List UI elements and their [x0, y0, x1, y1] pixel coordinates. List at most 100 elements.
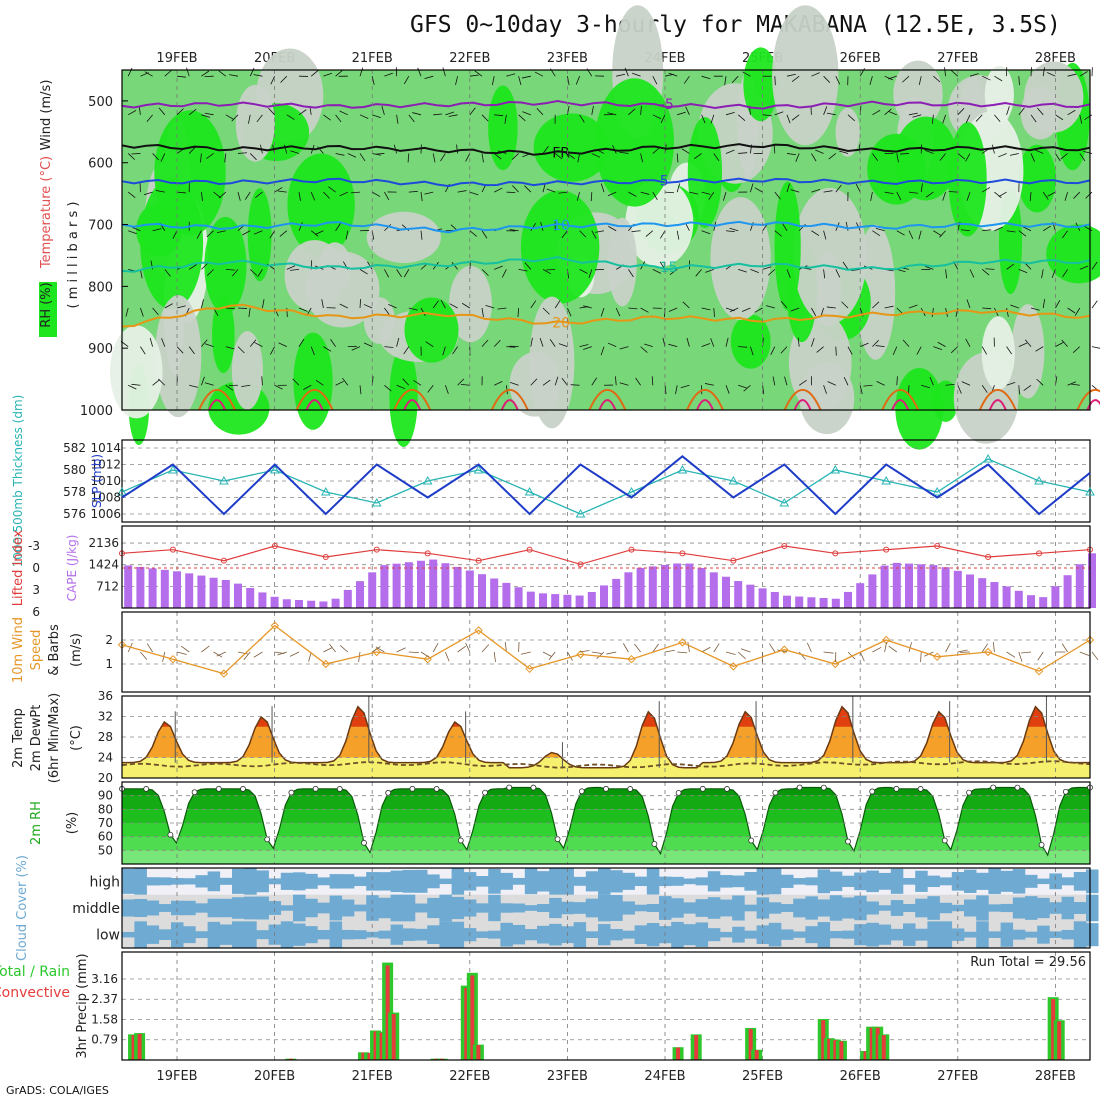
- rh-blob: [287, 153, 355, 257]
- precip-convective-bar: [137, 1033, 142, 1060]
- wind-barb: [942, 191, 946, 201]
- wind-barb: [872, 153, 879, 161]
- wind-barb: [469, 74, 479, 77]
- wind-barb: [485, 304, 495, 309]
- isotherm-line: [121, 256, 1091, 273]
- wind-barb: [945, 383, 955, 386]
- cape-bar: [844, 591, 852, 608]
- rh2m-point: [554, 836, 561, 843]
- wind-barb: [652, 191, 658, 201]
- cloud-block: [427, 925, 440, 945]
- thickness-point: [830, 464, 841, 474]
- wind10m-barb: [339, 645, 349, 653]
- wind-barb: [242, 230, 251, 236]
- cloud-block: [768, 902, 782, 914]
- slp-line: [121, 455, 1091, 516]
- wind-barb: [567, 76, 570, 86]
- wind-barb: [651, 376, 654, 386]
- wind-barb: [579, 344, 589, 348]
- precip-convective-bar: [839, 1041, 844, 1060]
- rh2m-point: [941, 837, 948, 844]
- cloud-block: [1012, 929, 1026, 940]
- wind-barb: [607, 112, 617, 116]
- cloud-block: [988, 868, 1001, 895]
- isotherm-line: [121, 99, 1091, 110]
- wind-barb: [530, 337, 533, 347]
- wind-barb: [811, 153, 817, 162]
- wind-barb: [501, 269, 507, 278]
- cape-bar: [197, 575, 206, 608]
- cloud-block: [439, 878, 452, 885]
- wind-barb: [701, 191, 711, 195]
- rh2m-point: [1038, 842, 1045, 848]
- cloud-frame: [121, 867, 1091, 949]
- cape-bar: [807, 597, 816, 608]
- wind-barb: [176, 108, 184, 116]
- wind-barb: [619, 151, 629, 154]
- rh-blob: [110, 325, 163, 419]
- wind-barb: [786, 183, 790, 193]
- wind10m-barb: [591, 651, 602, 654]
- cloud-block: [122, 899, 135, 917]
- cape-bar: [1075, 564, 1084, 608]
- wind-barb: [530, 300, 537, 309]
- wind10m-barb: [542, 651, 553, 657]
- precip-convective-bar: [367, 1053, 372, 1060]
- wind-barb: [201, 70, 210, 77]
- cape-bar: [246, 588, 255, 608]
- wind-barb: [248, 114, 251, 124]
- wind-barb: [1067, 381, 1077, 386]
- cloud-block: [634, 904, 648, 912]
- cape-bar: [234, 583, 242, 608]
- wind-barb: [835, 269, 841, 278]
- wind-barb: [1010, 304, 1019, 309]
- cloud-block: [451, 896, 465, 920]
- isotherm-30: [403, 399, 422, 411]
- date-label-bottom: 26FEB: [840, 1069, 881, 1084]
- wind-barb: [396, 384, 406, 390]
- rh-blob: [743, 47, 779, 122]
- wind-barb: [403, 346, 410, 355]
- rh2m-band: [122, 795, 1090, 810]
- cape-bar: [892, 562, 901, 608]
- wind-barb: [161, 338, 166, 347]
- wind-barb: [384, 191, 390, 201]
- wind10m-barb: [872, 646, 882, 653]
- rh2m-point: [917, 786, 924, 792]
- date-label-top: 27FEB: [937, 51, 978, 66]
- wind-barb: [408, 190, 418, 193]
- wind-barb: [1079, 265, 1089, 270]
- wind-barb: [902, 75, 910, 83]
- wind-barb: [1024, 339, 1032, 347]
- wind-barb: [994, 75, 1003, 82]
- date-label-bottom: 21FEB: [352, 1069, 393, 1084]
- wind-barb: [561, 377, 568, 386]
- wind-barb: [518, 268, 528, 272]
- cloud-block: [207, 871, 221, 892]
- wind-barb: [640, 191, 650, 195]
- thickness-tick: 578: [63, 485, 86, 499]
- wind-barb: [701, 343, 711, 348]
- cloud-block: [951, 872, 965, 891]
- wind-barb: [224, 153, 227, 163]
- slp-frame: [121, 439, 1091, 523]
- pressure-tick: 1000: [80, 404, 113, 419]
- wind-barb: [1047, 72, 1056, 77]
- wind-barb: [448, 114, 458, 117]
- wind-barb: [708, 191, 715, 200]
- wind10m-barb: [1061, 643, 1068, 653]
- wind-barb: [176, 346, 184, 354]
- wind10m-barb: [1079, 651, 1090, 656]
- precip-convective-bar: [881, 1035, 886, 1060]
- wind-barb: [403, 269, 410, 278]
- wind-barb: [189, 384, 199, 388]
- wind10m-barb: [652, 643, 659, 653]
- wind-barb: [128, 110, 137, 116]
- wind-barb: [823, 190, 833, 193]
- cloud-block: [622, 872, 635, 890]
- rh2m-point: [724, 786, 730, 792]
- wind-barb: [176, 305, 186, 309]
- wind-barb: [493, 339, 501, 347]
- wind-barb: [791, 114, 800, 121]
- rh-blob: [894, 116, 958, 201]
